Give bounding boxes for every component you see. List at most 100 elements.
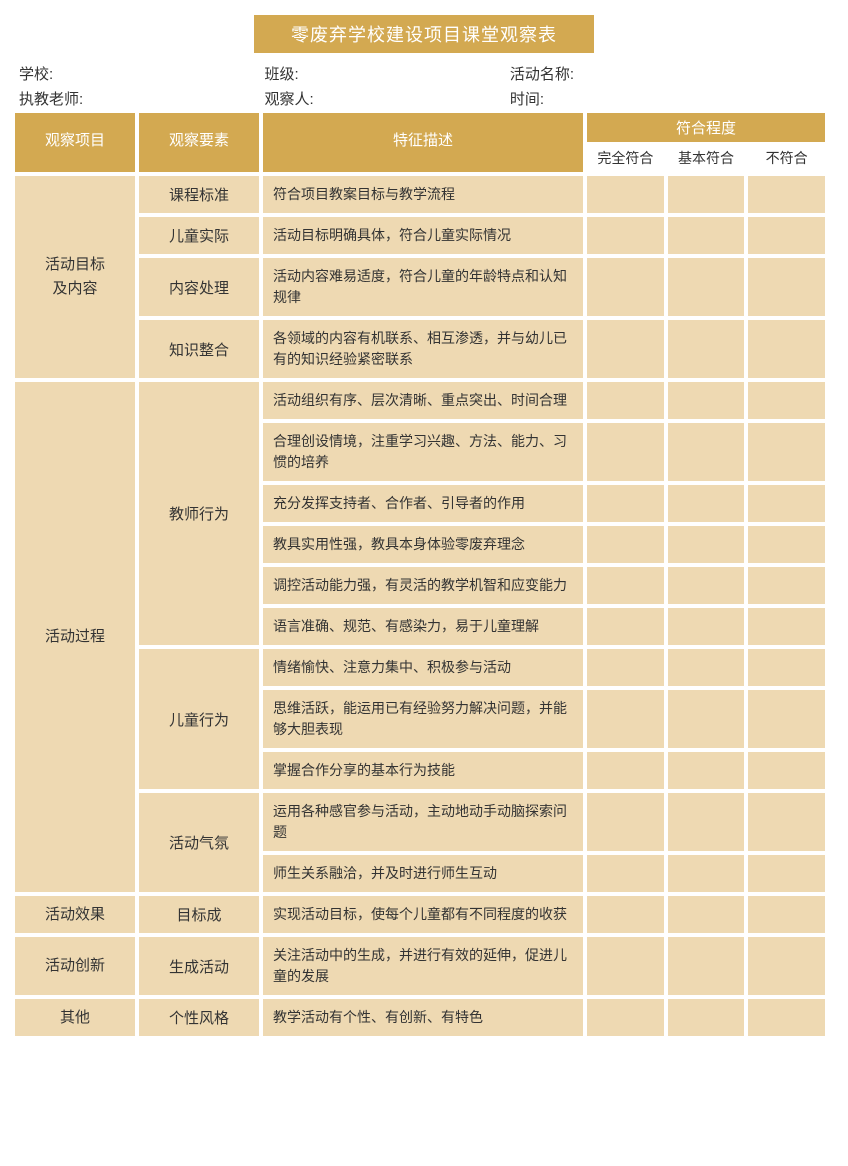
check-cell[interactable]: [587, 855, 664, 892]
check-cell[interactable]: [587, 382, 664, 419]
info-row-1: 学校: 班级: 活动名称:: [15, 63, 833, 84]
category-cell: 其他: [15, 999, 135, 1036]
check-cell[interactable]: [748, 937, 825, 995]
check-cell[interactable]: [748, 999, 825, 1036]
check-cell[interactable]: [587, 896, 664, 933]
header-sub1: 完全符合: [587, 144, 664, 172]
desc-row: 师生关系融洽，并及时进行师生互动: [263, 855, 833, 892]
check-cell[interactable]: [668, 567, 745, 604]
check-cell[interactable]: [748, 423, 825, 481]
desc-row: 教学活动有个性、有创新、有特色: [263, 999, 833, 1036]
check-cell[interactable]: [748, 176, 825, 213]
teacher-label: 执教老师:: [19, 88, 264, 109]
check-cell[interactable]: [587, 608, 664, 645]
check-cell[interactable]: [668, 793, 745, 851]
desc-cell: 合理创设情境，注重学习兴趣、方法、能力、习惯的培养: [263, 423, 583, 481]
check-cell[interactable]: [668, 423, 745, 481]
desc-group: 运用各种感官参与活动，主动地动手动脑探索问题师生关系融洽，并及时进行师生互动: [263, 793, 833, 892]
check-cell[interactable]: [668, 526, 745, 563]
element-cell: 目标成: [139, 896, 259, 933]
header-compliance-group: 符合程度 完全符合 基本符合 不符合: [587, 113, 825, 172]
check-cell[interactable]: [748, 608, 825, 645]
element-block: 活动气氛运用各种感官参与活动，主动地动手动脑探索问题师生关系融洽，并及时进行师生…: [139, 793, 833, 892]
element-cell: 课程标准: [139, 176, 259, 213]
desc-cell: 师生关系融洽，并及时进行师生互动: [263, 855, 583, 892]
desc-cell: 实现活动目标，使每个儿童都有不同程度的收获: [263, 896, 583, 933]
check-cell[interactable]: [748, 258, 825, 316]
section: 活动效果目标成实现活动目标，使每个儿童都有不同程度的收获: [15, 896, 833, 933]
desc-cell: 教学活动有个性、有创新、有特色: [263, 999, 583, 1036]
element-block: 教师行为活动组织有序、层次清晰、重点突出、时间合理合理创设情境，注重学习兴趣、方…: [139, 382, 833, 645]
check-group: [587, 526, 825, 563]
check-group: [587, 485, 825, 522]
check-cell[interactable]: [748, 793, 825, 851]
observer-label: 观察人:: [264, 88, 509, 109]
check-cell[interactable]: [668, 485, 745, 522]
desc-cell: 掌握合作分享的基本行为技能: [263, 752, 583, 789]
check-cell[interactable]: [587, 793, 664, 851]
desc-cell: 充分发挥支持者、合作者、引导者的作用: [263, 485, 583, 522]
check-cell[interactable]: [668, 690, 745, 748]
activity-label: 活动名称:: [510, 63, 829, 84]
desc-cell: 调控活动能力强，有灵活的教学机智和应变能力: [263, 567, 583, 604]
check-cell[interactable]: [587, 320, 664, 378]
check-cell[interactable]: [587, 649, 664, 686]
check-cell[interactable]: [587, 937, 664, 995]
desc-row: 调控活动能力强，有灵活的教学机智和应变能力: [263, 567, 833, 604]
check-cell[interactable]: [668, 608, 745, 645]
check-cell[interactable]: [668, 937, 745, 995]
check-group: [587, 608, 825, 645]
check-cell[interactable]: [748, 855, 825, 892]
check-cell[interactable]: [748, 382, 825, 419]
check-group: [587, 649, 825, 686]
check-cell[interactable]: [587, 176, 664, 213]
check-cell[interactable]: [668, 217, 745, 254]
header-compliance: 符合程度: [587, 113, 825, 142]
check-cell[interactable]: [748, 690, 825, 748]
check-cell[interactable]: [668, 382, 745, 419]
desc-cell: 各领域的内容有机联系、相互渗透，并与幼儿已有的知识经验紧密联系: [263, 320, 583, 378]
check-cell[interactable]: [748, 649, 825, 686]
check-cell[interactable]: [668, 176, 745, 213]
section: 活动过程教师行为活动组织有序、层次清晰、重点突出、时间合理合理创设情境，注重学习…: [15, 382, 833, 892]
check-cell[interactable]: [668, 649, 745, 686]
check-cell[interactable]: [668, 999, 745, 1036]
desc-row: 教具实用性强，教具本身体验零废弃理念: [263, 526, 833, 563]
check-cell[interactable]: [587, 690, 664, 748]
check-cell[interactable]: [748, 217, 825, 254]
check-group: [587, 567, 825, 604]
element-block: 知识整合各领域的内容有机联系、相互渗透，并与幼儿已有的知识经验紧密联系: [139, 320, 833, 378]
check-cell[interactable]: [587, 526, 664, 563]
desc-group: 实现活动目标，使每个儿童都有不同程度的收获: [263, 896, 833, 933]
element-cell: 儿童实际: [139, 217, 259, 254]
check-cell[interactable]: [748, 567, 825, 604]
check-cell[interactable]: [587, 567, 664, 604]
check-cell[interactable]: [668, 855, 745, 892]
check-cell[interactable]: [668, 896, 745, 933]
check-cell[interactable]: [668, 752, 745, 789]
desc-row: 活动组织有序、层次清晰、重点突出、时间合理: [263, 382, 833, 419]
element-group: 课程标准符合项目教案目标与教学流程儿童实际活动目标明确具体，符合儿童实际情况内容…: [139, 176, 833, 378]
section: 活动创新生成活动关注活动中的生成，并进行有效的延伸，促进儿童的发展: [15, 937, 833, 995]
check-cell[interactable]: [748, 752, 825, 789]
desc-row: 语言准确、规范、有感染力，易于儿童理解: [263, 608, 833, 645]
check-cell[interactable]: [587, 999, 664, 1036]
check-group: [587, 217, 825, 254]
check-cell[interactable]: [748, 896, 825, 933]
check-cell[interactable]: [587, 258, 664, 316]
check-cell[interactable]: [748, 320, 825, 378]
category-cell: 活动过程: [15, 382, 135, 892]
category-cell: 活动目标 及内容: [15, 176, 135, 378]
check-cell[interactable]: [587, 217, 664, 254]
check-cell[interactable]: [587, 423, 664, 481]
check-cell[interactable]: [587, 752, 664, 789]
element-cell: 内容处理: [139, 258, 259, 316]
check-cell[interactable]: [748, 526, 825, 563]
element-block: 儿童实际活动目标明确具体，符合儿童实际情况: [139, 217, 833, 254]
info-row-2: 执教老师: 观察人: 时间:: [15, 88, 833, 109]
check-cell[interactable]: [748, 485, 825, 522]
check-cell[interactable]: [668, 320, 745, 378]
check-cell[interactable]: [668, 258, 745, 316]
desc-row: 运用各种感官参与活动，主动地动手动脑探索问题: [263, 793, 833, 851]
check-cell[interactable]: [587, 485, 664, 522]
